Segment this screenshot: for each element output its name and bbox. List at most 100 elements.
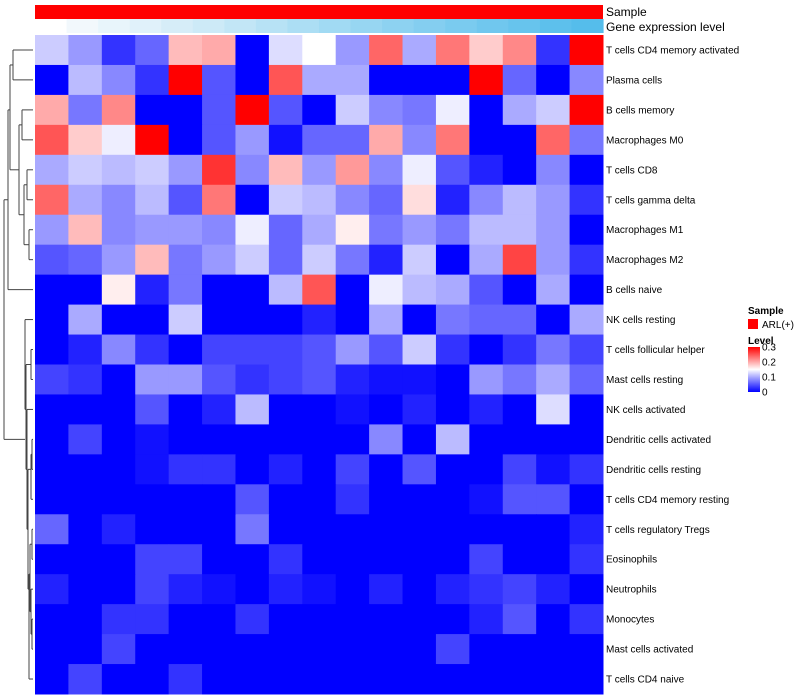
- heatmap-cell: [569, 94, 604, 126]
- heatmap-cell: [35, 35, 69, 66]
- heatmap-cell: [536, 664, 571, 695]
- heatmap-cell: [168, 514, 203, 545]
- heatmap-cell: [569, 514, 604, 545]
- heatmap-cell: [402, 544, 437, 575]
- heatmap-cell: [268, 514, 303, 545]
- heatmap-cell: [268, 364, 303, 395]
- heatmap-cell: [68, 214, 103, 246]
- heatmap-cell: [268, 544, 303, 575]
- heatmap-cell: [68, 334, 103, 365]
- row-label: T cells CD4 memory activated: [606, 45, 739, 56]
- heatmap-cell: [536, 544, 571, 575]
- heatmap-cell: [369, 544, 404, 575]
- heatmap-cell: [569, 634, 604, 665]
- heatmap-cell: [502, 544, 537, 575]
- heatmap-cell: [435, 154, 470, 186]
- heatmap-cell: [369, 124, 404, 156]
- heatmap-cell: [268, 484, 303, 515]
- row-label: Mast cells activated: [606, 645, 693, 656]
- row-label: Eosinophils: [606, 555, 657, 566]
- heatmap-cell: [35, 304, 69, 336]
- heatmap-cell: [435, 184, 470, 216]
- heatmap-cell: [302, 394, 337, 425]
- heatmap-cell: [268, 304, 303, 336]
- heatmap-cell: [268, 64, 303, 96]
- heatmap-cell: [101, 244, 136, 276]
- heatmap-cell: [469, 244, 504, 276]
- gene-expression-annotation-cell: [287, 19, 320, 33]
- row-labels: T cells CD4 memory activated Plasma cells…: [606, 45, 739, 685]
- sample-annotation-bar: [35, 5, 603, 19]
- heatmap-cell: [235, 214, 270, 246]
- heatmap-cell: [135, 334, 170, 365]
- heatmap-cell: [202, 154, 236, 186]
- heatmap-cell: [68, 454, 103, 485]
- heatmap-cell: [168, 574, 203, 605]
- heatmap-cell: [101, 334, 136, 365]
- heatmap-cell: [469, 424, 504, 455]
- heatmap-cell: [402, 35, 437, 66]
- heatmap-cell: [135, 514, 170, 545]
- heatmap-cell: [302, 154, 337, 186]
- heatmap-cell: [536, 364, 571, 395]
- heatmap-cell: [536, 304, 571, 336]
- heatmap-cell: [101, 574, 136, 605]
- heatmap-cell: [502, 94, 537, 126]
- heatmap-cell: [469, 454, 504, 485]
- heatmap-cell: [502, 424, 537, 455]
- heatmap-cell: [502, 184, 537, 216]
- row-label: Dendritic cells resting: [606, 465, 701, 476]
- heatmap-cell: [235, 274, 270, 306]
- heatmap-cell: [335, 184, 370, 216]
- heatmap-cell: [469, 394, 504, 425]
- heatmap-cell: [135, 454, 170, 485]
- heatmap-cell: [35, 394, 69, 425]
- heatmap-cell: [135, 574, 170, 605]
- heatmap-cell: [369, 364, 404, 395]
- heatmap-cell: [268, 454, 303, 485]
- heatmap-cell: [135, 424, 170, 455]
- gene-expression-annotation-cell: [161, 19, 194, 33]
- heatmap-cell: [402, 514, 437, 545]
- heatmap-cell: [402, 574, 437, 605]
- heatmap-cell: [302, 574, 337, 605]
- heatmap-cell: [135, 364, 170, 395]
- heatmap-cell: [569, 664, 604, 695]
- row-label: NK cells resting: [606, 315, 675, 326]
- heatmap-cell: [302, 514, 337, 545]
- heatmap-cell: [302, 94, 337, 126]
- heatmap-cell: [502, 364, 537, 395]
- heatmap-cell: [569, 544, 604, 575]
- heatmap-cell: [235, 154, 270, 186]
- heatmap-cell: [402, 334, 437, 365]
- row-label: Plasma cells: [606, 75, 662, 86]
- heatmap-cell: [101, 35, 136, 66]
- heatmap-cell: [435, 484, 470, 515]
- heatmap-cell: [268, 604, 303, 635]
- heatmap-cell: [435, 304, 470, 336]
- row-label: B cells memory: [606, 105, 674, 116]
- gene-expression-annotation-cell: [98, 19, 131, 33]
- heatmap-cell: [302, 35, 337, 66]
- heatmap-cell: [68, 514, 103, 545]
- heatmap-cell: [369, 514, 404, 545]
- heatmap-cell: [369, 154, 404, 186]
- heatmap-cell: [369, 214, 404, 246]
- gene-expression-annotation-cell: [413, 19, 446, 33]
- heatmap-cell: [101, 454, 136, 485]
- heatmap-cell: [68, 244, 103, 276]
- heatmap-cell: [235, 334, 270, 365]
- heatmap-cell: [369, 394, 404, 425]
- heatmap-cell: [35, 154, 69, 186]
- heatmap-cell: [536, 574, 571, 605]
- heatmap-cell: [536, 514, 571, 545]
- heatmap-cell: [101, 124, 136, 156]
- heatmap-cell: [168, 484, 203, 515]
- heatmap-cells: [35, 35, 604, 695]
- heatmap-cell: [402, 94, 437, 126]
- heatmap-cell: [135, 244, 170, 276]
- row-label: Mast cells resting: [606, 375, 683, 386]
- heatmap-cell: [68, 484, 103, 515]
- heatmap-cell: [202, 514, 236, 545]
